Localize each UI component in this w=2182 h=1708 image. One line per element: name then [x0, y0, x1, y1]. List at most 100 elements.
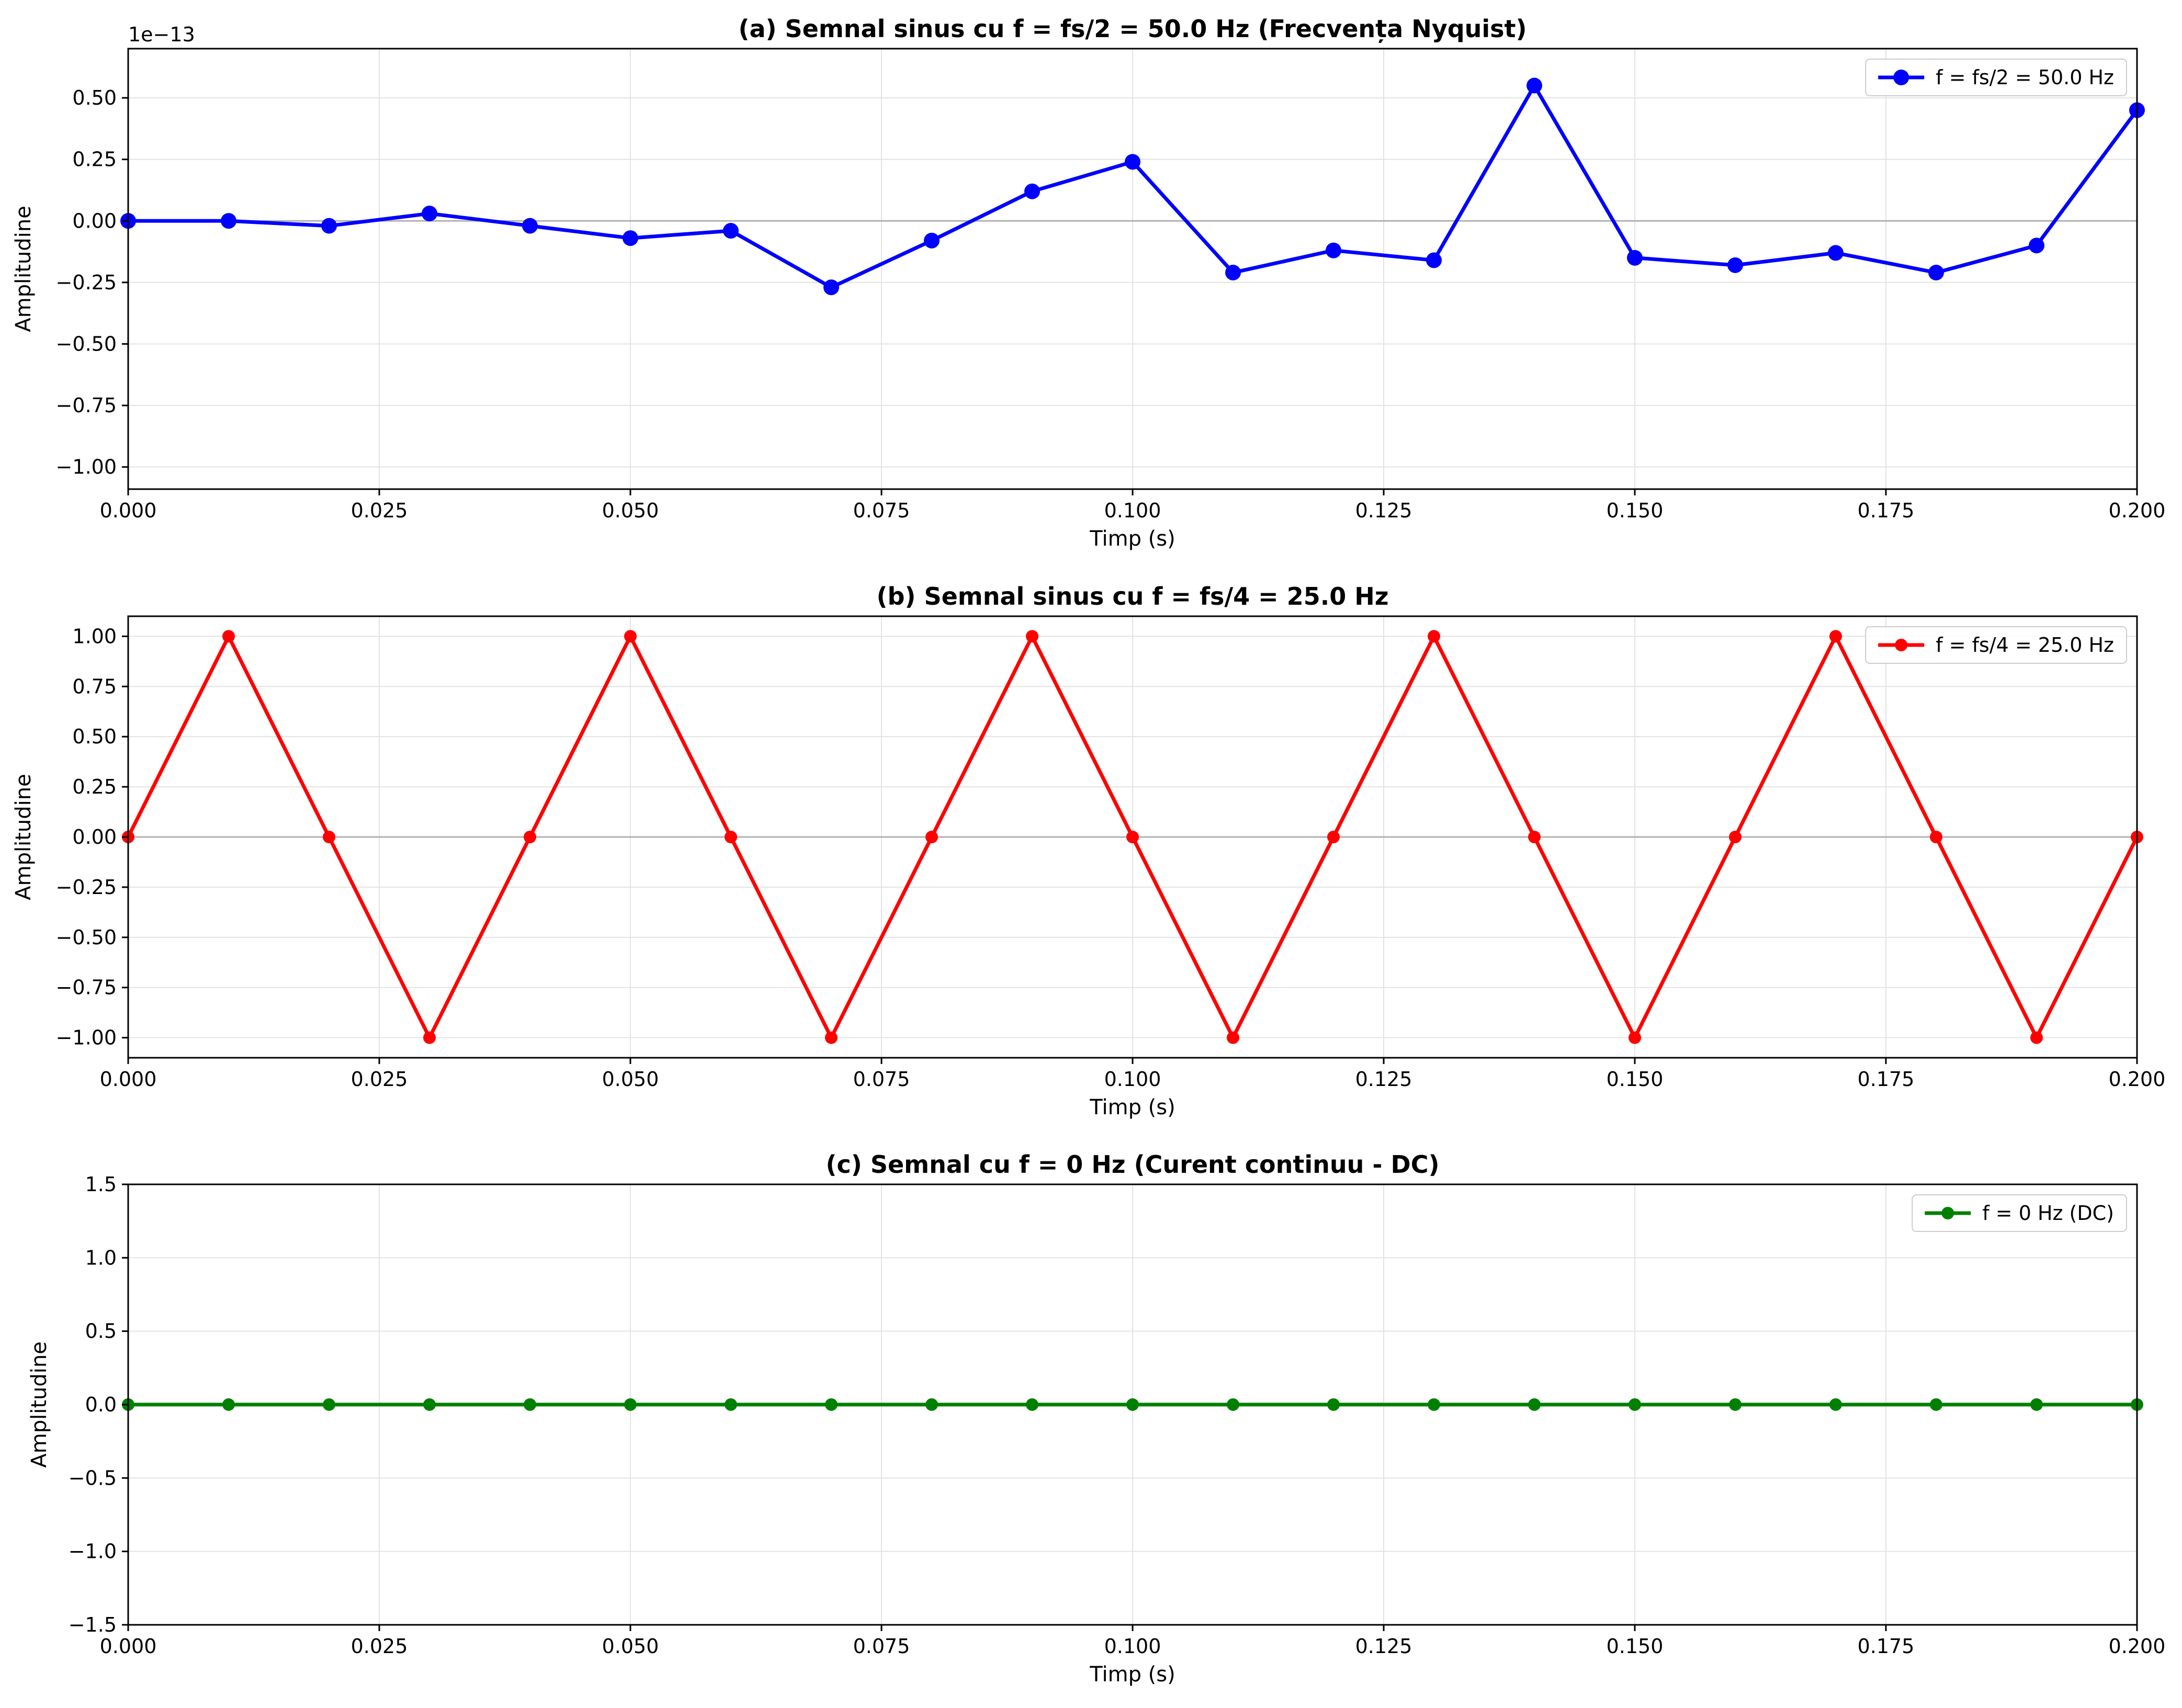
y-tick-label: −0.5: [69, 1466, 117, 1489]
legend: f = fs/4 = 25.0 Hz: [1865, 626, 2127, 664]
legend: f = fs/2 = 50.0 Hz: [1865, 59, 2127, 96]
chart-title: (c) Semnal cu f = 0 Hz (Curent continuu …: [826, 1150, 1440, 1179]
x-tick-label: 0.100: [1104, 1635, 1161, 1658]
x-tick-label: 0.150: [1607, 499, 1664, 522]
y-tick-label: 0.25: [72, 775, 117, 798]
legend-marker: [1895, 639, 1908, 651]
data-point: [925, 831, 938, 843]
data-point: [2029, 237, 2044, 254]
x-tick-label: 0.050: [602, 1635, 659, 1658]
x-tick-label: 0.200: [2109, 1068, 2166, 1091]
x-axis-label: Timp (s): [1089, 1095, 1175, 1119]
y-tick-label: −0.25: [56, 271, 117, 294]
y-tick-label: 0.00: [72, 825, 117, 849]
y-tick-label: 0.50: [72, 86, 117, 109]
data-point: [1930, 831, 1942, 843]
data-point: [321, 218, 337, 234]
x-tick-label: 0.075: [853, 499, 910, 522]
data-point: [1426, 252, 1442, 268]
y-tick-label: −0.50: [56, 926, 117, 949]
x-tick-label: 0.200: [2109, 499, 2166, 522]
data-point: [1829, 630, 1842, 643]
data-point: [1026, 630, 1038, 643]
legend-marker: [1941, 1207, 1954, 1219]
data-point: [825, 1398, 838, 1411]
data-point: [924, 232, 940, 248]
data-point: [925, 1398, 938, 1411]
data-point: [1327, 831, 1340, 843]
data-point: [1327, 1398, 1340, 1411]
data-point: [2030, 1031, 2043, 1044]
y-axis-label: Amplitudine: [27, 1341, 51, 1467]
x-tick-label: 0.075: [853, 1635, 910, 1658]
data-point: [1629, 1398, 1641, 1411]
y-tick-label: 0.0: [85, 1393, 117, 1416]
y-tick-label: −1.0: [69, 1540, 117, 1563]
x-tick-label: 0.050: [602, 1068, 659, 1091]
x-tick-label: 0.175: [1858, 499, 1915, 522]
data-point: [1126, 831, 1139, 843]
data-point: [1326, 242, 1341, 258]
x-tick-label: 0.075: [853, 1068, 910, 1091]
data-point: [323, 1398, 335, 1411]
x-tick-label: 0.200: [2109, 1635, 2166, 1658]
data-point: [1828, 245, 1844, 261]
y-tick-label: −1.00: [56, 1026, 117, 1049]
x-tick-label: 0.100: [1104, 1068, 1161, 1091]
data-point: [1227, 1031, 1239, 1044]
x-tick-label: 0.100: [1104, 499, 1161, 522]
x-tick-label: 0.025: [351, 499, 408, 522]
y-tick-label: −0.50: [56, 332, 117, 355]
x-axis-label: Timp (s): [1089, 527, 1175, 551]
data-point: [624, 630, 637, 643]
subplot-b: 0.000 0.025 0.050 0.075 0.100 0.125 0.150 0.175…: [12, 582, 2165, 1119]
data-point: [222, 630, 235, 643]
y-tick-label: 0.00: [72, 209, 117, 232]
data-point: [1428, 1398, 1440, 1411]
data-point: [624, 1398, 637, 1411]
data-point: [1026, 1398, 1038, 1411]
y-tick-label: 0.25: [72, 148, 117, 171]
subplot-c: 0.000 0.025 0.050 0.075 0.100 0.125 0.150 0.175…: [27, 1150, 2165, 1687]
data-point: [222, 1398, 235, 1411]
legend-box: [1865, 626, 2127, 664]
data-point: [1528, 1398, 1541, 1411]
data-point: [623, 230, 638, 246]
x-tick-label: 0.025: [351, 1635, 408, 1658]
y-tick-label: −1.00: [56, 456, 117, 479]
data-point: [1629, 1031, 1641, 1044]
y-tick-label: 0.50: [72, 725, 117, 748]
data-point: [2030, 1398, 2043, 1411]
data-point: [1125, 154, 1140, 170]
y-tick-label: −0.75: [56, 394, 117, 417]
legend-box: [1865, 59, 2127, 96]
data-point: [522, 218, 538, 234]
data-point: [723, 223, 739, 239]
data-point: [524, 831, 536, 843]
x-tick-label: 0.125: [1355, 1068, 1412, 1091]
data-point: [1024, 183, 1040, 199]
data-point: [1729, 1398, 1742, 1411]
data-point: [1928, 265, 1944, 281]
y-tick-label: 1.5: [85, 1173, 117, 1196]
y-tick-label: −1.5: [69, 1613, 117, 1636]
y-scale-offset: 1e−13: [128, 23, 195, 46]
y-tick-label: 1.0: [85, 1246, 117, 1269]
data-point: [1428, 630, 1440, 643]
data-point: [423, 1031, 436, 1044]
x-tick-label: 0.000: [100, 1068, 157, 1091]
x-tick-label: 0.000: [100, 1635, 157, 1658]
data-point: [422, 206, 437, 222]
data-point: [1527, 77, 1542, 94]
legend-box: [1912, 1194, 2127, 1232]
x-tick-label: 0.150: [1607, 1635, 1664, 1658]
legend-marker: [1893, 70, 1909, 85]
y-tick-label: −0.25: [56, 876, 117, 899]
legend-label: f = fs/4 = 25.0 Hz: [1936, 634, 2114, 657]
x-tick-label: 0.000: [100, 499, 157, 522]
data-point: [823, 279, 839, 296]
y-tick-label: 1.00: [72, 625, 117, 648]
data-point: [1126, 1398, 1139, 1411]
x-tick-label: 0.125: [1355, 499, 1412, 522]
